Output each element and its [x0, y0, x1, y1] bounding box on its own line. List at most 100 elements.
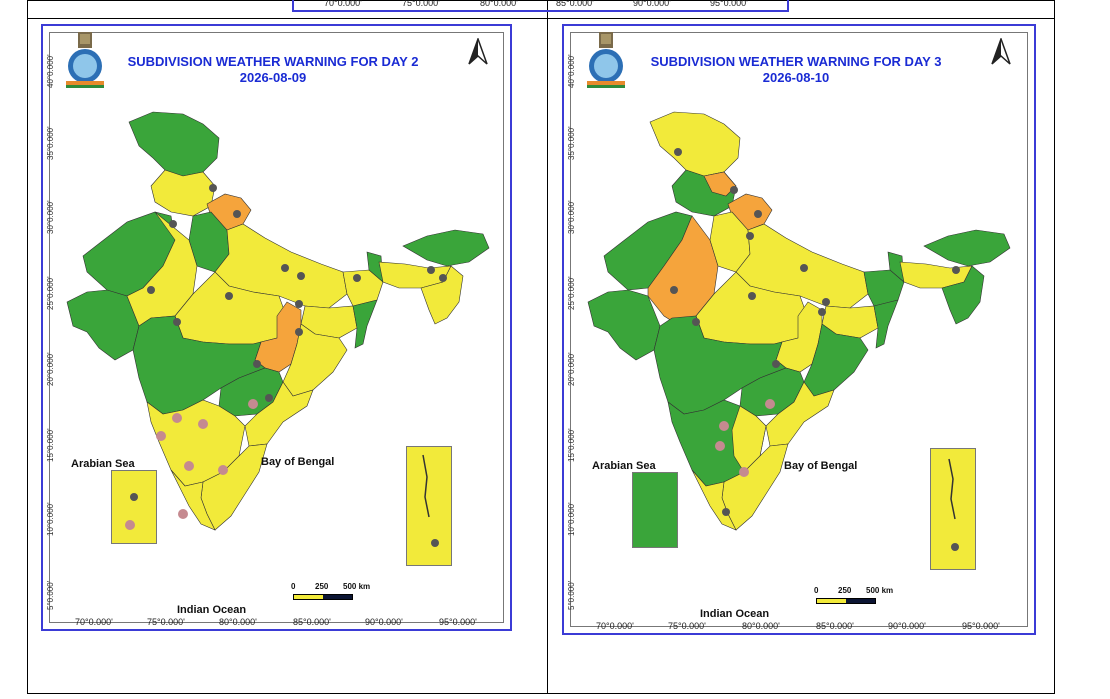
lon-tick: 70°0.000' [75, 617, 113, 627]
thunderstorm-icon [772, 360, 780, 368]
imd-emblem-icon [66, 32, 104, 88]
arabian-sea-label: Arabian Sea [71, 458, 135, 470]
thunderstorm-icon [730, 186, 738, 194]
thunderstorm-icon [265, 394, 273, 402]
imd-emblem-icon [587, 32, 625, 88]
windsock-icon [739, 467, 749, 477]
lon-tick: 85°0.000' [816, 621, 854, 631]
lon-tick: 95°0.000' [962, 621, 1000, 631]
windsock-icon [715, 441, 725, 451]
thunderstorm-icon [674, 148, 682, 156]
previous-map-frame [292, 0, 789, 12]
lon-tick: 70°0.000' [596, 621, 634, 631]
india-map-day3 [587, 111, 1011, 531]
thunderstorm-icon [439, 274, 447, 282]
thunderstorm-icon-group [147, 184, 447, 402]
region-gangetic-wb [873, 299, 899, 349]
lon-tick: 75°0.000' [402, 0, 440, 8]
region-jammu-kashmir [128, 111, 220, 177]
lon-tick: 80°0.000' [742, 621, 780, 631]
thunderstorm-icon [818, 308, 826, 316]
region-arunachal [923, 229, 1011, 267]
thunderstorm-icon [233, 210, 241, 218]
lon-tick: 90°0.000' [633, 0, 671, 8]
scale-end: 500 km [866, 586, 894, 595]
bay-of-bengal-label: Bay of Bengal [261, 456, 335, 468]
thunderstorm-icon [253, 360, 261, 368]
map-inner-frame [570, 32, 1028, 627]
thunderstorm-icon [800, 264, 808, 272]
thunderstorm-icon [225, 292, 233, 300]
thunderstorm-icon [295, 300, 303, 308]
thunderstorm-icon-group [670, 148, 960, 516]
map-date: 2026-08-09 [239, 70, 307, 85]
thunderstorm-icon [281, 264, 289, 272]
scale-mid: 250 [838, 586, 852, 595]
windsock-icon-group [156, 399, 258, 519]
arabian-sea-label: Arabian Sea [592, 460, 656, 472]
windsock-icon [198, 419, 208, 429]
lon-tick: 80°0.000' [219, 617, 257, 627]
thunderstorm-icon [209, 184, 217, 192]
lakshadweep-inset [632, 472, 678, 548]
region-gujarat [66, 289, 140, 361]
region-chhattisgarh [254, 301, 302, 373]
region-jammu-kashmir [649, 111, 741, 177]
lon-tick: 85°0.000' [556, 0, 594, 8]
windsock-icon [156, 431, 166, 441]
scale-bar [293, 594, 353, 600]
windsock-icon [172, 413, 182, 423]
region-gangetic-wb [352, 299, 378, 349]
map-inner-frame [49, 32, 504, 623]
lakshadweep-inset [111, 470, 157, 544]
region-kerala [170, 469, 216, 531]
lon-tick: 85°0.000' [293, 617, 331, 627]
north-arrow-icon [991, 38, 1011, 65]
lon-tick: 95°0.000' [439, 617, 477, 627]
region-gujarat [587, 289, 661, 361]
windsock-icon [218, 465, 228, 475]
windsock-icon [765, 399, 775, 409]
thunderstorm-icon [297, 272, 305, 280]
scale-bar [816, 598, 876, 604]
thunderstorm-icon [722, 508, 730, 516]
scale-mid: 250 [315, 582, 329, 591]
thunderstorm-icon [952, 266, 960, 274]
table-column-divider [547, 0, 548, 694]
table-row-divider [27, 18, 1055, 19]
thunderstorm-icon [427, 266, 435, 274]
region-nmmt [941, 265, 985, 325]
scale-zero: 0 [291, 582, 296, 591]
andaman-inset [930, 448, 976, 570]
scale-zero: 0 [814, 586, 819, 595]
thunderstorm-icon [822, 298, 830, 306]
region-arunachal [402, 229, 490, 267]
region-punjab-himachal [150, 169, 216, 217]
weather-symbols-icon [125, 493, 138, 530]
indian-ocean-label: Indian Ocean [700, 608, 770, 620]
thunderstorm-icon [748, 292, 756, 300]
thunderstorm-icon [173, 318, 181, 326]
islands-icon [948, 458, 959, 551]
indian-ocean-label: Indian Ocean [177, 604, 247, 616]
region-coastal-andhra [244, 381, 314, 447]
warning-map-day3: SUBDIVISION WEATHER WARNING FOR DAY 3 20… [562, 24, 1036, 635]
map-title: SUBDIVISION WEATHER WARNING FOR DAY 2 [127, 54, 419, 69]
windsock-icon [184, 461, 194, 471]
islands-icon [422, 454, 439, 547]
lon-tick: 90°0.000' [365, 617, 403, 627]
india-map-day2 [66, 111, 490, 531]
windsock-icon [719, 421, 729, 431]
document-table [27, 0, 1055, 694]
thunderstorm-icon [169, 220, 177, 228]
map-title: SUBDIVISION WEATHER WARNING FOR DAY 3 [650, 54, 942, 69]
north-arrow-icon [468, 38, 488, 65]
windsock-icon [248, 399, 258, 409]
lon-tick: 90°0.000' [888, 621, 926, 631]
thunderstorm-icon [295, 328, 303, 336]
previous-map-lon-axis: 70°0.000' 75°0.000' 80°0.000' 85°0.000' … [292, 0, 789, 10]
region-chhattisgarh [775, 301, 823, 373]
thunderstorm-icon [754, 210, 762, 218]
lon-tick: 70°0.000' [324, 0, 362, 8]
region-coastal-andhra [765, 381, 835, 447]
